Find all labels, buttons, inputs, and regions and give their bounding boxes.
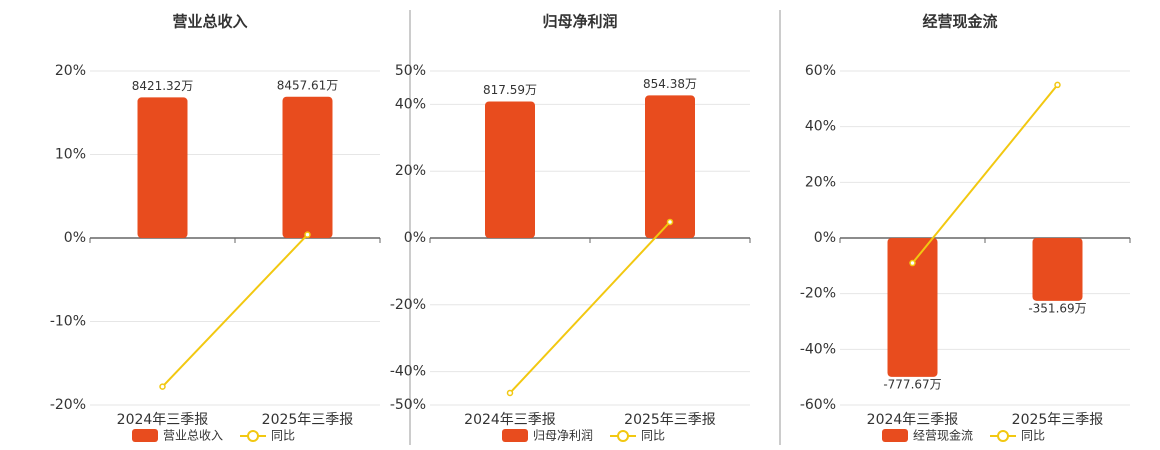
value-label: 817.59万	[483, 83, 537, 97]
line-point	[1054, 81, 1061, 89]
line	[911, 84, 1059, 264]
y-tick-label: 40%	[395, 96, 426, 112]
y-tick-label: -20%	[390, 297, 426, 313]
y-tick-label: -10%	[50, 314, 86, 330]
legend-label: 同比	[641, 429, 665, 443]
y-tick-label: -60%	[800, 397, 836, 413]
y-tick-label: 50%	[395, 63, 426, 79]
y-tick-label: -40%	[390, 364, 426, 380]
bar	[645, 95, 695, 238]
y-tick-label: 20%	[805, 174, 836, 190]
value-label: 854.38万	[643, 77, 697, 91]
y-tick-label: 0%	[404, 230, 426, 246]
x-tick-label: 2025年三季报	[1012, 412, 1104, 428]
y-tick-label: 20%	[395, 163, 426, 179]
y-tick-label: 0%	[64, 230, 86, 246]
legend-swatch	[502, 429, 528, 442]
x-tick-label: 2025年三季报	[262, 412, 354, 428]
legend-label: 同比	[1021, 429, 1045, 443]
value-label: 8457.61万	[277, 78, 339, 92]
y-tick-label: 20%	[55, 63, 86, 79]
legend-label: 归母净利润	[533, 429, 593, 443]
bar	[1032, 238, 1083, 301]
y-tick-label: -50%	[390, 397, 426, 413]
y-tick-label: 10%	[55, 147, 86, 163]
line-point	[666, 218, 674, 226]
y-tick-label: -40%	[800, 341, 836, 357]
line-point	[909, 259, 916, 267]
bar	[485, 101, 535, 239]
y-tick-label: -20%	[800, 286, 836, 302]
x-tick-label: 2024年三季报	[867, 412, 959, 428]
legend-swatch	[882, 429, 908, 442]
x-tick-label: 2024年三季报	[117, 412, 209, 428]
legend-marker	[617, 430, 630, 442]
y-tick-label: 40%	[805, 119, 836, 135]
legend-marker	[997, 430, 1010, 442]
legend-label: 营业总收入	[163, 429, 223, 443]
value-label: 8421.32万	[132, 79, 194, 93]
bar	[137, 97, 188, 238]
x-tick-label: 2025年三季报	[624, 412, 716, 428]
x-tick-label: 2024年三季报	[464, 412, 556, 428]
line	[161, 233, 309, 388]
y-tick-label: -20%	[50, 397, 86, 413]
chart-title: 归母净利润	[542, 13, 617, 31]
legend-label: 经营现金流	[913, 428, 973, 443]
chart-title: 营业总收入	[172, 13, 247, 31]
bar	[282, 96, 333, 239]
bar	[887, 238, 938, 377]
legend-swatch	[132, 429, 158, 442]
line-point	[159, 383, 166, 390]
legend-label: 同比	[271, 429, 295, 443]
line-point	[506, 389, 514, 397]
chart-title: 经营现金流	[922, 13, 997, 31]
line	[509, 221, 671, 394]
y-tick-label: 60%	[805, 63, 836, 79]
line-point	[304, 231, 311, 238]
value-label: -351.69万	[1028, 301, 1086, 315]
y-tick-label: 0%	[814, 230, 836, 246]
value-label: -777.67万	[883, 377, 941, 391]
legend-marker	[247, 430, 260, 442]
